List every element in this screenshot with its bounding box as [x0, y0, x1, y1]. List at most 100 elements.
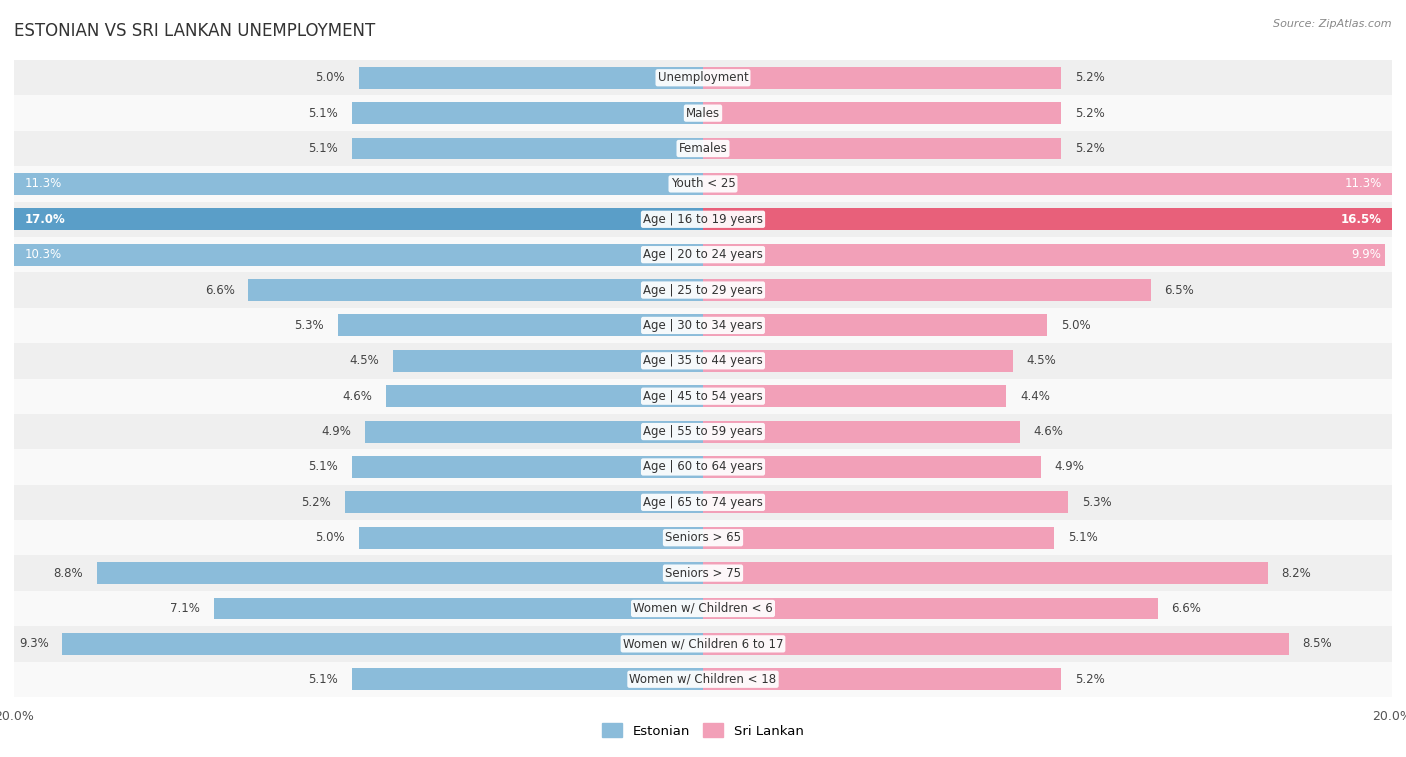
Bar [0, 244, 703, 266]
Text: Source: ZipAtlas.com: Source: ZipAtlas.com [1274, 19, 1392, 29]
Text: Seniors > 75: Seniors > 75 [665, 566, 741, 580]
Text: Women w/ Children < 18: Women w/ Children < 18 [630, 673, 776, 686]
Text: 5.2%: 5.2% [1076, 142, 1105, 155]
Bar [14, 414, 1392, 449]
Bar [14, 484, 1392, 520]
Bar [703, 562, 1268, 584]
Text: 10.3%: 10.3% [24, 248, 62, 261]
Bar [0, 208, 703, 230]
Bar [14, 167, 1392, 201]
Bar [352, 102, 703, 124]
Text: 5.3%: 5.3% [1083, 496, 1112, 509]
Bar [352, 456, 703, 478]
Text: 4.5%: 4.5% [1026, 354, 1056, 367]
Legend: Estonian, Sri Lankan: Estonian, Sri Lankan [598, 718, 808, 743]
Text: 5.1%: 5.1% [308, 673, 337, 686]
Bar [703, 597, 1157, 619]
Text: Seniors > 65: Seniors > 65 [665, 531, 741, 544]
Text: 5.2%: 5.2% [1076, 71, 1105, 84]
Text: Age | 30 to 34 years: Age | 30 to 34 years [643, 319, 763, 332]
Bar [703, 527, 1054, 549]
Bar [352, 138, 703, 160]
Text: 5.0%: 5.0% [315, 531, 344, 544]
Text: Age | 25 to 29 years: Age | 25 to 29 years [643, 284, 763, 297]
Text: Age | 16 to 19 years: Age | 16 to 19 years [643, 213, 763, 226]
Bar [394, 350, 703, 372]
Bar [703, 244, 1385, 266]
Text: Age | 55 to 59 years: Age | 55 to 59 years [643, 425, 763, 438]
Bar [359, 67, 703, 89]
Text: 17.0%: 17.0% [24, 213, 65, 226]
Bar [14, 449, 1392, 484]
Bar [703, 208, 1406, 230]
Bar [14, 343, 1392, 378]
Text: 11.3%: 11.3% [1344, 177, 1382, 191]
Bar [337, 314, 703, 336]
Text: 4.9%: 4.9% [322, 425, 352, 438]
Text: Age | 60 to 64 years: Age | 60 to 64 years [643, 460, 763, 473]
Bar [14, 626, 1392, 662]
Bar [703, 456, 1040, 478]
Text: 5.1%: 5.1% [308, 107, 337, 120]
Text: 4.4%: 4.4% [1019, 390, 1050, 403]
Text: 6.6%: 6.6% [1171, 602, 1201, 615]
Text: 5.1%: 5.1% [1069, 531, 1098, 544]
Bar [0, 173, 703, 195]
Text: ESTONIAN VS SRI LANKAN UNEMPLOYMENT: ESTONIAN VS SRI LANKAN UNEMPLOYMENT [14, 22, 375, 40]
Bar [62, 633, 703, 655]
Bar [14, 201, 1392, 237]
Bar [214, 597, 703, 619]
Text: Males: Males [686, 107, 720, 120]
Bar [14, 273, 1392, 308]
Bar [14, 556, 1392, 590]
Bar [703, 102, 1062, 124]
Text: 11.3%: 11.3% [24, 177, 62, 191]
Bar [97, 562, 703, 584]
Text: 8.5%: 8.5% [1302, 637, 1331, 650]
Text: Women w/ Children 6 to 17: Women w/ Children 6 to 17 [623, 637, 783, 650]
Bar [387, 385, 703, 407]
Bar [703, 668, 1062, 690]
Text: 6.6%: 6.6% [205, 284, 235, 297]
Bar [359, 527, 703, 549]
Text: 4.6%: 4.6% [343, 390, 373, 403]
Bar [249, 279, 703, 301]
Text: Age | 20 to 24 years: Age | 20 to 24 years [643, 248, 763, 261]
Bar [14, 237, 1392, 273]
Bar [703, 633, 1289, 655]
Text: 5.1%: 5.1% [308, 142, 337, 155]
Bar [14, 131, 1392, 167]
Bar [703, 350, 1012, 372]
Text: 9.9%: 9.9% [1351, 248, 1382, 261]
Text: 5.2%: 5.2% [1076, 107, 1105, 120]
Bar [14, 95, 1392, 131]
Bar [344, 491, 703, 513]
Bar [703, 173, 1406, 195]
Bar [366, 421, 703, 443]
Bar [14, 308, 1392, 343]
Bar [14, 662, 1392, 697]
Text: 5.3%: 5.3% [294, 319, 325, 332]
Bar [14, 590, 1392, 626]
Bar [703, 314, 1047, 336]
Text: 8.2%: 8.2% [1282, 566, 1312, 580]
Text: 5.1%: 5.1% [308, 460, 337, 473]
Text: 4.5%: 4.5% [350, 354, 380, 367]
Text: Age | 65 to 74 years: Age | 65 to 74 years [643, 496, 763, 509]
Bar [703, 138, 1062, 160]
Bar [14, 60, 1392, 95]
Text: 4.6%: 4.6% [1033, 425, 1063, 438]
Text: 5.2%: 5.2% [301, 496, 330, 509]
Bar [703, 67, 1062, 89]
Bar [14, 520, 1392, 556]
Text: Age | 45 to 54 years: Age | 45 to 54 years [643, 390, 763, 403]
Text: 8.8%: 8.8% [53, 566, 83, 580]
Text: 5.0%: 5.0% [1062, 319, 1091, 332]
Text: 9.3%: 9.3% [18, 637, 48, 650]
Text: 5.0%: 5.0% [315, 71, 344, 84]
Text: Youth < 25: Youth < 25 [671, 177, 735, 191]
Bar [703, 279, 1152, 301]
Text: Unemployment: Unemployment [658, 71, 748, 84]
Text: Women w/ Children < 6: Women w/ Children < 6 [633, 602, 773, 615]
Bar [703, 421, 1019, 443]
